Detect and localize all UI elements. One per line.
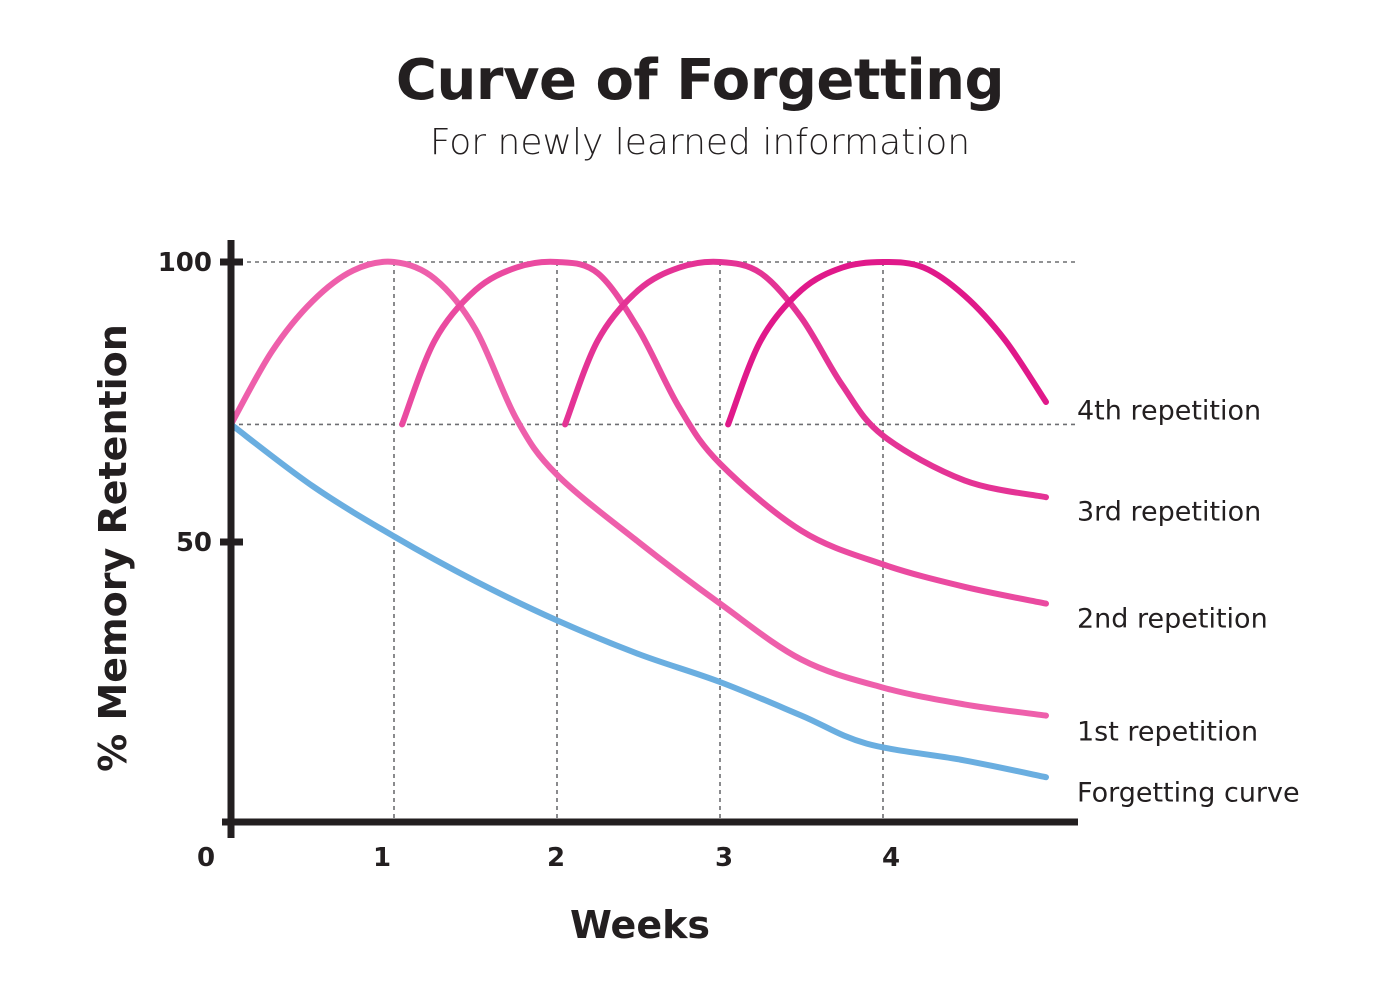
- y-axis-title: % Memory Retention: [91, 324, 135, 772]
- fourth-repetition-label: 4th repetition: [1077, 396, 1261, 427]
- label-layer: Forgetting curve 1st repetition 2nd repeti…: [91, 248, 1300, 947]
- third-repetition-label: 3rd repetition: [1077, 497, 1261, 528]
- fourth-repetition-line: [725, 259, 1049, 428]
- first-repetition-label: 1st repetition: [1077, 717, 1258, 748]
- curve-layer: [228, 258, 1049, 781]
- second-repetition-label: 2nd repetition: [1077, 604, 1268, 635]
- x-axis-title: Weeks: [570, 903, 710, 947]
- reference-grid: [231, 261, 1079, 822]
- y-tick-label-100: 100: [158, 248, 212, 278]
- chart-title: Curve of Forgetting: [395, 48, 1005, 113]
- chart-subtitle: For newly learned information: [429, 122, 971, 163]
- forgetting-curve-line: [228, 421, 1049, 781]
- third-repetition-line: [562, 258, 1049, 501]
- first-repetition-line: [228, 258, 1049, 719]
- x-tick-label-1: 1: [373, 843, 391, 873]
- y-tick-label-50: 50: [176, 528, 212, 558]
- second-repetition-line: [399, 258, 1049, 607]
- x-tick-label-4: 4: [882, 843, 900, 873]
- x-tick-label-0: 0: [197, 843, 215, 873]
- axes: [220, 240, 1078, 838]
- x-tick-label-2: 2: [547, 843, 565, 873]
- forgetting-curve-label: Forgetting curve: [1077, 778, 1300, 809]
- x-tick-label-3: 3: [715, 843, 733, 873]
